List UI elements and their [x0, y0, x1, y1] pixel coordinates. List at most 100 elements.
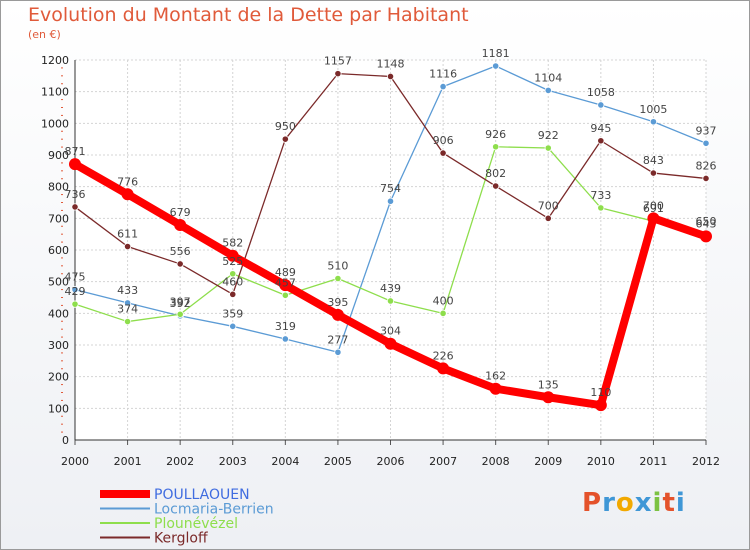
- data-label: 1058: [587, 86, 615, 99]
- data-label: 776: [117, 175, 138, 188]
- y-tick-label: 400: [48, 307, 69, 320]
- logo-letter: P: [582, 488, 603, 518]
- y-tick-label: 1200: [41, 54, 69, 67]
- x-tick-label: 2009: [534, 455, 562, 468]
- y-tick-label: 0: [62, 434, 69, 447]
- data-point: [229, 270, 237, 278]
- y-tick-label: 600: [48, 244, 69, 257]
- data-label: 162: [485, 370, 506, 383]
- y-tick-label: 800: [48, 181, 69, 194]
- x-tick-label: 2006: [377, 455, 405, 468]
- data-point: [594, 399, 607, 412]
- data-point: [71, 285, 79, 294]
- data-label: 937: [696, 124, 717, 137]
- data-label: 359: [222, 307, 243, 320]
- data-point: [544, 144, 552, 152]
- y-tick-label: 100: [48, 402, 69, 415]
- grid-lines: [74, 59, 707, 441]
- data-label: 926: [485, 128, 506, 141]
- proxiti-logo: Proxiti: [582, 488, 686, 518]
- data-labels: 475 433 392 359 319 277 754 1116 1181 1104 1058 100…: [65, 47, 717, 399]
- y-tick-label: 300: [48, 339, 69, 352]
- x-tick-label: 2001: [114, 455, 142, 468]
- data-label: 475: [65, 271, 86, 284]
- data-label: 1181: [482, 47, 510, 60]
- data-point: [226, 249, 239, 262]
- data-label: 700: [643, 199, 664, 212]
- data-label: 135: [538, 378, 559, 391]
- data-point: [489, 382, 502, 395]
- data-point: [331, 308, 344, 321]
- x-tick-label: 2012: [692, 455, 720, 468]
- data-label: 1116: [429, 68, 457, 81]
- data-point: [334, 70, 342, 78]
- data-point: [439, 149, 447, 157]
- data-point: [702, 174, 710, 183]
- data-point: [121, 188, 134, 201]
- data-label: 611: [117, 228, 138, 241]
- data-point: [229, 290, 237, 298]
- logo-letter: o: [615, 488, 635, 518]
- data-point: [542, 391, 555, 404]
- data-point: [439, 83, 447, 91]
- y-tick-label: 500: [48, 276, 69, 289]
- data-point: [597, 101, 605, 109]
- axes: 0 100 200 300 400 500 600 700 800 900 1000 1100 1200…: [41, 54, 720, 468]
- data-label: 277: [327, 333, 348, 346]
- x-tick-label: 2002: [166, 455, 194, 468]
- data-point: [69, 158, 81, 171]
- data-label: 489: [275, 266, 296, 279]
- chart-subtitle: (en €): [28, 28, 61, 41]
- data-point: [597, 204, 605, 212]
- data-point: [439, 309, 447, 317]
- data-label: 754: [380, 182, 401, 195]
- logo-letter: t: [662, 488, 676, 518]
- data-label: 457: [275, 276, 296, 289]
- data-point: [492, 182, 500, 190]
- data-point: [649, 169, 658, 177]
- x-tick-label: 2003: [219, 455, 247, 468]
- logo-letter: i: [652, 488, 663, 518]
- data-label: 700: [538, 199, 559, 212]
- data-label: 433: [117, 284, 138, 297]
- x-tick-label: 2011: [639, 455, 667, 468]
- data-label: 439: [380, 282, 401, 295]
- y-tick-label: 1000: [41, 117, 69, 130]
- data-point: [334, 274, 342, 283]
- data-point: [281, 135, 289, 143]
- data-point: [492, 143, 500, 151]
- y-tick-label: 200: [48, 371, 69, 384]
- legend-label: Locmaria-Berrien: [154, 502, 274, 518]
- data-label: 650: [696, 215, 717, 228]
- data-point: [123, 242, 132, 251]
- data-label: 397: [170, 295, 191, 308]
- data-label: 429: [65, 285, 86, 298]
- data-point: [386, 197, 395, 205]
- data-label: 510: [327, 260, 348, 273]
- data-label: 304: [380, 325, 401, 338]
- data-label: 319: [275, 320, 296, 333]
- data-label: 1005: [639, 103, 667, 116]
- data-label: 226: [433, 349, 454, 362]
- data-label: 802: [485, 167, 506, 180]
- data-label: 733: [590, 189, 611, 202]
- logo-letter: i: [675, 488, 686, 518]
- data-label: 1104: [534, 71, 562, 84]
- logo-letter: x: [634, 488, 653, 518]
- series-layer: [69, 62, 712, 412]
- data-label: 945: [590, 122, 611, 135]
- data-label: 525: [222, 255, 243, 268]
- data-point: [647, 212, 660, 225]
- data-label: 460: [222, 275, 243, 288]
- data-label: 374: [117, 303, 138, 316]
- data-label: 582: [222, 237, 243, 250]
- x-tick-label: 2005: [324, 455, 352, 468]
- data-point: [700, 230, 712, 243]
- data-label: 950: [275, 120, 296, 133]
- y-tick-label: 900: [48, 149, 69, 162]
- legend: POULLAOUENLocmaria-BerrienPlounévézelKer…: [100, 487, 274, 547]
- data-point: [281, 335, 289, 343]
- data-label: 1157: [324, 55, 352, 68]
- data-label: 871: [65, 145, 86, 158]
